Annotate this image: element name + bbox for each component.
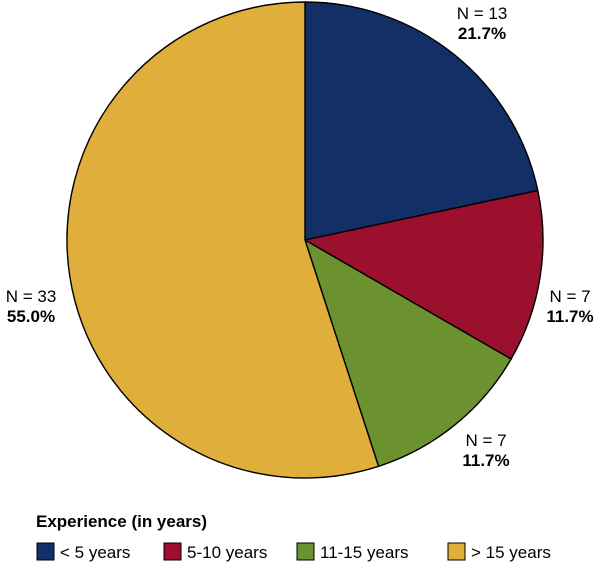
- slice-count-label: N = 7: [465, 431, 506, 450]
- pie-slice-2: [304, 189, 544, 360]
- pie-slice-3: [304, 239, 512, 468]
- legend-items: < 5 years 5-10 years 11-15 years > 15 years: [36, 542, 551, 562]
- legend-swatch: [163, 542, 182, 561]
- pie-slice-4: [66, 1, 380, 479]
- slice-percent-label: 21.7%: [458, 24, 506, 43]
- legend-label: 11-15 years: [320, 543, 409, 562]
- slice-percent-label: 11.7%: [546, 307, 593, 326]
- pie-slice-1: [304, 1, 539, 241]
- legend-label: < 5 years: [60, 543, 130, 562]
- legend-swatch: [296, 542, 315, 561]
- legend-label: 5-10 years: [187, 543, 267, 562]
- slice-count-label: N = 7: [549, 287, 590, 306]
- slice-count-label: N = 13: [457, 4, 508, 23]
- slice-percent-label: 55.0%: [7, 307, 55, 326]
- pie-slices: [66, 1, 544, 479]
- legend-swatch: [447, 542, 466, 561]
- legend-label: > 15 years: [471, 543, 551, 562]
- slice-count-label: N = 33: [6, 287, 57, 306]
- legend-title: Experience (in years): [36, 512, 207, 531]
- legend-swatch: [36, 542, 55, 561]
- slice-percent-label: 11.7%: [462, 451, 509, 470]
- legend: Experience (in years) < 5 years 5-10 year…: [36, 512, 551, 562]
